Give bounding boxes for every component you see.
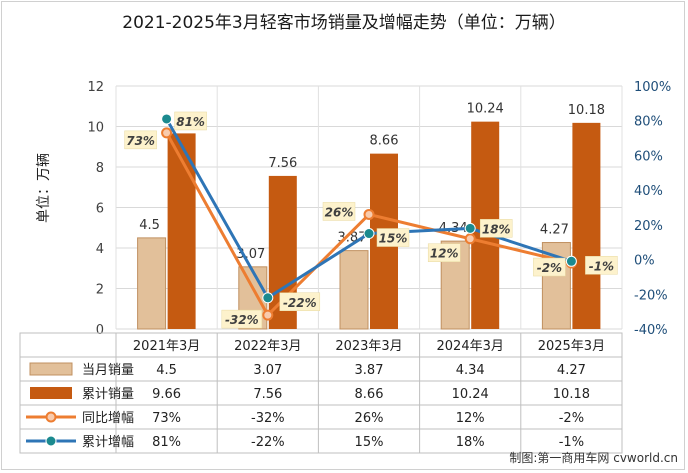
table-cell: 18% [456, 435, 485, 450]
cumulative-label: 15% [379, 232, 408, 246]
yoy-label-box [533, 257, 566, 277]
table-cell: 7.56 [253, 387, 282, 402]
table-cell: 26% [355, 411, 384, 426]
table-cell: 4.27 [557, 363, 586, 378]
yoy-label-box [221, 309, 263, 329]
cumulative-point [363, 228, 375, 240]
category-label: 2021年3月 [133, 339, 200, 354]
credit-text: 制图:第一商用车网 cvworld.cn [509, 451, 678, 465]
right-tick-label: 40% [634, 184, 663, 199]
table-cell: 73% [152, 411, 181, 426]
category-label: 2024年3月 [437, 339, 504, 354]
table-cell: -32% [251, 411, 285, 426]
yoy-label: 26% [325, 205, 354, 219]
right-tick-label: 100% [634, 80, 671, 95]
y-axis-label: 单位：万辆 [36, 153, 52, 223]
yoy-label: 73% [126, 134, 155, 148]
table-cell: -2% [559, 411, 584, 426]
cumulative-label: -1% [589, 259, 614, 273]
legend-swatch-monthly [29, 362, 73, 376]
left-tick-label: 8 [96, 161, 104, 176]
right-tick-label: 60% [634, 149, 663, 164]
left-tick-label: 10 [87, 121, 104, 136]
right-tick-label: -40% [634, 323, 668, 338]
cumulative-point [565, 255, 577, 267]
right-tick-label: 80% [634, 115, 663, 130]
left-tick-label: 12 [87, 80, 104, 95]
yoy-label-box [427, 243, 461, 262]
bar-cumulative-label: 10.18 [568, 103, 605, 118]
bar-monthly-label: 3.07 [236, 247, 265, 262]
yoy-label: -2% [537, 261, 562, 275]
cumulative-label: 81% [176, 115, 205, 129]
cumulative-label-box [376, 228, 410, 247]
right-tick-label: -20% [634, 288, 668, 303]
legend-label: 累计增幅 [82, 435, 134, 450]
cumulative-label-box [479, 219, 513, 238]
bar-monthly-label: 3.87 [338, 231, 367, 246]
table-cell: -22% [251, 435, 285, 450]
bar-cumulative-label: 8.66 [370, 134, 399, 149]
table-cell: 8.66 [355, 387, 384, 402]
table-cell: 3.87 [355, 363, 384, 378]
cumulative-point [464, 222, 476, 234]
table-cell: 4.5 [156, 363, 177, 378]
cumulative-point [262, 292, 274, 304]
chart-title: 2021-2025年3月轻客市场销量及增幅走势（单位：万辆） [122, 13, 566, 33]
yoy-point [262, 309, 274, 321]
legend-swatch-cumulative [30, 387, 72, 399]
left-tick-label: 0 [96, 323, 104, 338]
legend-marker [45, 411, 57, 423]
table-cell: 4.34 [456, 363, 485, 378]
yoy-label: -32% [225, 313, 259, 327]
category-label: 2023年3月 [335, 339, 402, 354]
cumulative-label: -22% [283, 296, 317, 310]
bar-monthly-label: 4.27 [540, 223, 569, 238]
bar-cumulative [572, 122, 601, 329]
table-cell: 3.07 [253, 363, 282, 378]
category-label: 2025年3月 [538, 339, 605, 354]
legend-label: 同比增幅 [82, 411, 134, 426]
left-tick-label: 6 [96, 202, 104, 217]
yoy-label: 12% [430, 247, 459, 261]
bar-cumulative-label: 7.56 [268, 156, 297, 171]
bar-monthly [339, 250, 369, 330]
legend-marker [45, 435, 57, 447]
right-tick-label: 20% [634, 219, 663, 234]
table-cell: 15% [355, 435, 384, 450]
table-cell: 81% [152, 435, 181, 450]
legend-label: 当月销量 [82, 363, 134, 378]
left-tick-label: 2 [96, 283, 104, 298]
cumulative-point [161, 113, 173, 125]
table-cell: 10.18 [553, 387, 590, 402]
yoy-point [363, 208, 375, 220]
bar-monthly [137, 237, 167, 330]
cumulative-label: 18% [482, 222, 511, 236]
yoy-label-box [124, 130, 157, 150]
table-cell: 10.24 [452, 387, 489, 402]
legend-label: 累计销量 [82, 387, 134, 402]
table-cell: 9.66 [152, 387, 181, 402]
table-cell: -1% [559, 435, 584, 450]
yoy-point [161, 127, 173, 139]
bar-cumulative [167, 133, 196, 329]
right-tick-label: 0% [634, 254, 655, 269]
left-tick-label: 4 [96, 242, 104, 257]
cumulative-label-box [585, 256, 618, 275]
cumulative-label-box [174, 111, 207, 131]
yoy-point [464, 233, 476, 245]
yoy-label-box [322, 202, 356, 221]
bar-cumulative-label: 10.24 [467, 102, 504, 117]
cumulative-label-box [279, 292, 321, 312]
bar-monthly-label: 4.5 [139, 218, 160, 233]
table-cell: 12% [456, 411, 485, 426]
category-label: 2022年3月 [234, 339, 301, 354]
